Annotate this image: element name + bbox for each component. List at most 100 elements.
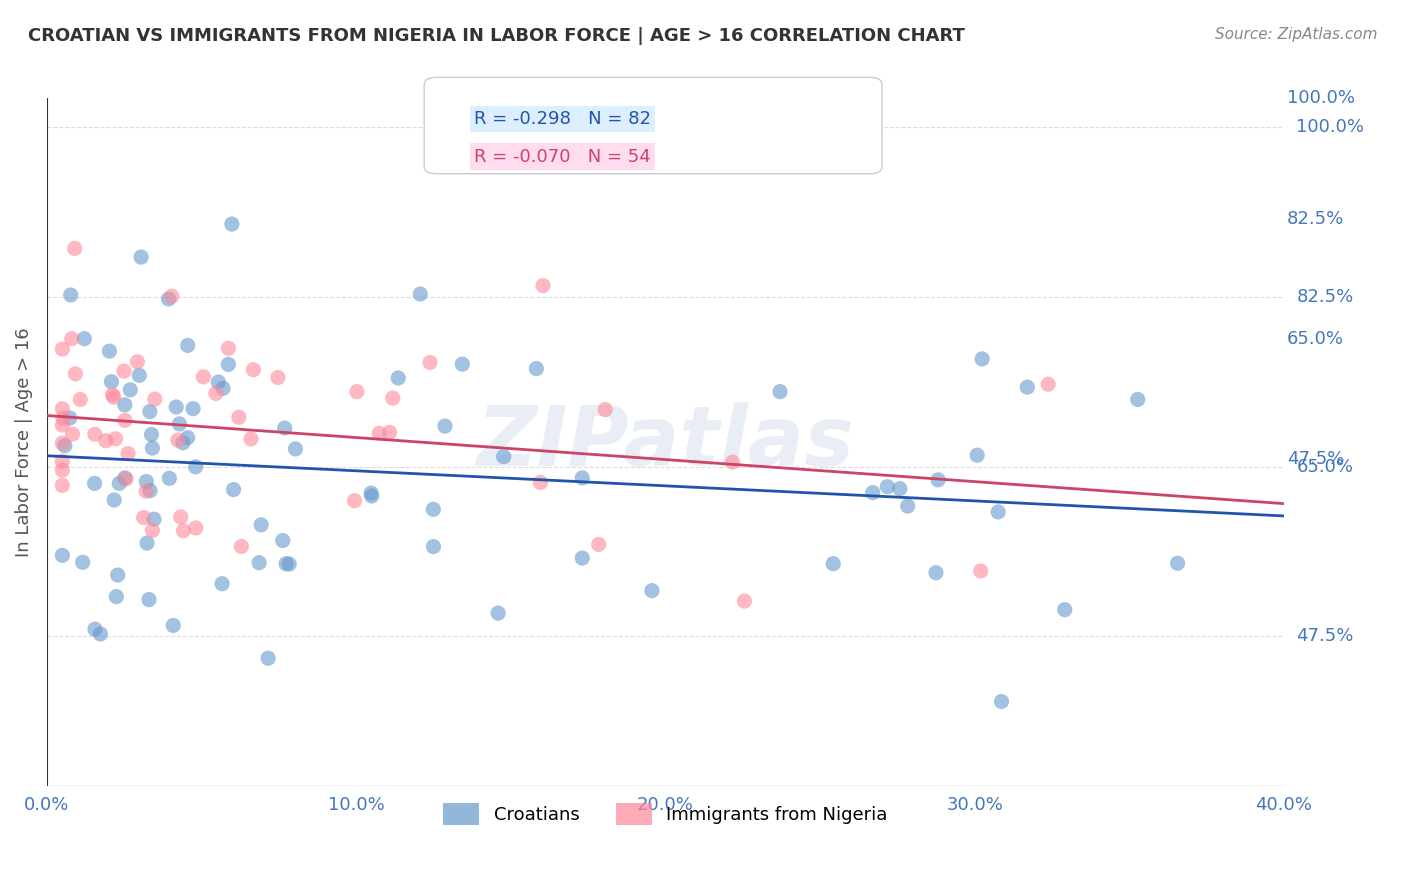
Croatians (83, 476, 105, 491)
Croatians (212, 381, 235, 395)
Croatians (1017, 380, 1039, 394)
Immigrants from Nigeria (217, 341, 239, 355)
Croatians (114, 398, 136, 412)
Croatians (103, 493, 125, 508)
Immigrants from Nigeria (135, 484, 157, 499)
Text: 100.0%: 100.0% (1296, 118, 1364, 136)
Croatians (987, 505, 1010, 519)
Immigrants from Nigeria (114, 413, 136, 427)
Immigrants from Nigeria (60, 332, 83, 346)
Croatians (138, 592, 160, 607)
Croatians (162, 618, 184, 632)
Immigrants from Nigeria (52, 411, 75, 425)
Croatians (141, 427, 163, 442)
Croatians (925, 566, 948, 580)
Croatians (84, 622, 107, 636)
Legend: Croatians, Immigrants from Nigeria: Croatians, Immigrants from Nigeria (436, 796, 894, 832)
Immigrants from Nigeria (51, 418, 73, 433)
Croatians (165, 400, 187, 414)
Immigrants from Nigeria (381, 391, 404, 405)
Immigrants from Nigeria (132, 510, 155, 524)
Immigrants from Nigeria (529, 475, 551, 490)
Immigrants from Nigeria (588, 537, 610, 551)
Croatians (136, 536, 159, 550)
Croatians (250, 517, 273, 532)
Croatians (98, 344, 121, 359)
Croatians (897, 499, 920, 513)
Croatians (207, 375, 229, 389)
Text: 47.5%: 47.5% (1296, 627, 1354, 645)
Croatians (139, 404, 162, 418)
Immigrants from Nigeria (193, 370, 215, 384)
Croatians (433, 419, 456, 434)
Croatians (128, 368, 150, 383)
Croatians (100, 375, 122, 389)
Immigrants from Nigeria (733, 594, 755, 608)
Croatians (422, 502, 444, 516)
Croatians (360, 486, 382, 500)
Text: CROATIAN VS IMMIGRANTS FROM NIGERIA IN LABOR FORCE | AGE > 16 CORRELATION CHART: CROATIAN VS IMMIGRANTS FROM NIGERIA IN L… (28, 27, 965, 45)
Immigrants from Nigeria (205, 386, 228, 401)
Immigrants from Nigeria (170, 510, 193, 524)
Immigrants from Nigeria (160, 289, 183, 303)
Text: ZIPatlas: ZIPatlas (477, 401, 855, 483)
Croatians (157, 471, 180, 485)
Text: R = -0.298   N = 82: R = -0.298 N = 82 (474, 110, 651, 128)
Immigrants from Nigeria (115, 472, 138, 486)
Croatians (181, 401, 204, 416)
Immigrants from Nigeria (378, 425, 401, 440)
Immigrants from Nigeria (141, 524, 163, 538)
Croatians (176, 431, 198, 445)
Croatians (486, 606, 509, 620)
Immigrants from Nigeria (242, 362, 264, 376)
Croatians (387, 371, 409, 385)
Croatians (247, 556, 270, 570)
Croatians (524, 361, 547, 376)
Croatians (571, 551, 593, 566)
Croatians (274, 557, 297, 571)
Immigrants from Nigeria (184, 521, 207, 535)
Croatians (73, 332, 96, 346)
Croatians (409, 287, 432, 301)
Immigrants from Nigeria (143, 392, 166, 406)
Croatians (876, 480, 898, 494)
Croatians (157, 292, 180, 306)
Immigrants from Nigeria (231, 540, 253, 554)
Croatians (1053, 603, 1076, 617)
Croatians (177, 338, 200, 352)
Immigrants from Nigeria (51, 478, 73, 492)
Croatians (862, 485, 884, 500)
Immigrants from Nigeria (531, 278, 554, 293)
Croatians (72, 555, 94, 569)
Croatians (823, 557, 845, 571)
Immigrants from Nigeria (346, 384, 368, 399)
Croatians (105, 590, 128, 604)
Croatians (129, 250, 152, 264)
Text: 100.0%: 100.0% (1286, 89, 1355, 107)
Immigrants from Nigeria (94, 434, 117, 448)
Croatians (284, 442, 307, 456)
Immigrants from Nigeria (51, 454, 73, 468)
Croatians (571, 471, 593, 485)
Text: 65.0%: 65.0% (1296, 458, 1354, 475)
Text: 65.0%: 65.0% (1286, 330, 1344, 348)
Croatians (107, 568, 129, 582)
Y-axis label: In Labor Force | Age > 16: In Labor Force | Age > 16 (15, 327, 32, 558)
Croatians (641, 583, 664, 598)
Croatians (451, 357, 474, 371)
Immigrants from Nigeria (104, 432, 127, 446)
Immigrants from Nigeria (167, 433, 190, 447)
Immigrants from Nigeria (970, 564, 993, 578)
Immigrants from Nigeria (240, 432, 263, 446)
Croatians (422, 540, 444, 554)
Croatians (769, 384, 792, 399)
Immigrants from Nigeria (103, 390, 125, 404)
Immigrants from Nigeria (117, 446, 139, 460)
Croatians (141, 441, 163, 455)
Croatians (211, 576, 233, 591)
Croatians (108, 476, 131, 491)
Text: 47.5%: 47.5% (1286, 450, 1344, 468)
Immigrants from Nigeria (69, 392, 91, 407)
Croatians (972, 351, 994, 366)
Immigrants from Nigeria (51, 436, 73, 450)
